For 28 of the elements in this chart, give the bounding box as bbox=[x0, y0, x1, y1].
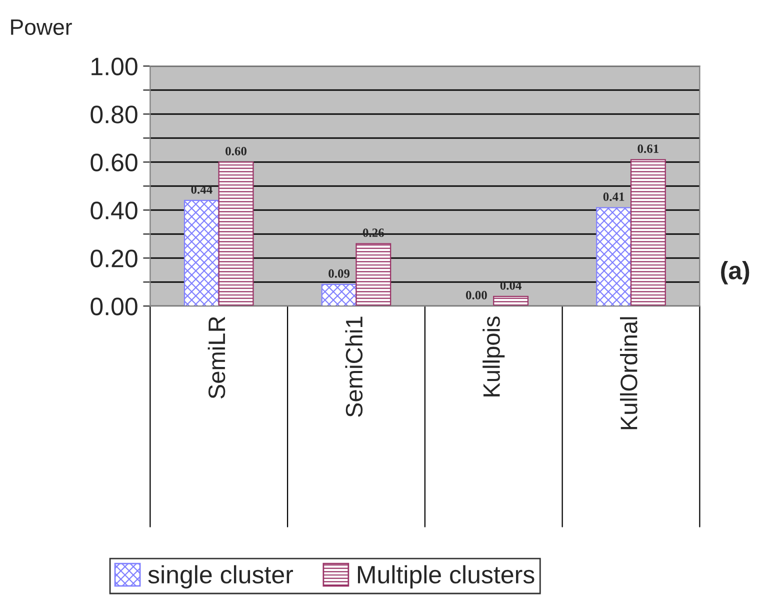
bar bbox=[356, 243, 392, 306]
bar bbox=[630, 159, 666, 306]
bar bbox=[184, 200, 220, 306]
data-label: 0.60 bbox=[226, 146, 246, 156]
y-tick-label: 0.60 bbox=[90, 154, 138, 172]
x-tick-label: SemiLR bbox=[208, 316, 226, 399]
bar bbox=[218, 161, 254, 306]
bar bbox=[321, 284, 357, 306]
x-tick-label: Kullpois bbox=[482, 316, 505, 396]
y-axis-title: Power bbox=[11, 19, 72, 35]
bar bbox=[493, 296, 529, 306]
y-tick-label: 0.20 bbox=[90, 250, 138, 268]
data-label: 0.41 bbox=[603, 192, 624, 201]
text: (a) bbox=[721, 261, 750, 284]
data-label: 0.61 bbox=[638, 144, 658, 153]
y-tick-label: 0.00 bbox=[90, 298, 138, 316]
data-label: 0.09 bbox=[328, 269, 350, 278]
legend-label: Multiple clusters bbox=[358, 565, 534, 588]
x-tick-label: SemiChi1 bbox=[345, 316, 363, 417]
data-label: 0.00 bbox=[466, 290, 487, 300]
y-tick-label: 0.40 bbox=[90, 202, 138, 220]
data-label: 0.04 bbox=[500, 281, 522, 290]
legend-label: single cluster bbox=[148, 565, 294, 588]
x-tick-label: KullOrdinal bbox=[620, 317, 638, 430]
y-tick-label: 0.80 bbox=[90, 106, 138, 124]
data-label: 0.44 bbox=[191, 185, 212, 194]
y-tick-label: 1.00 bbox=[92, 58, 138, 76]
bar bbox=[596, 207, 632, 306]
